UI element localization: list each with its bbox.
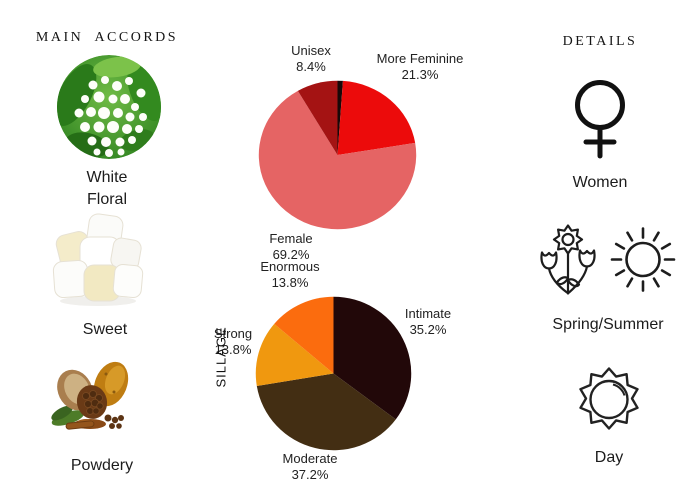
sillage-pie-chart: [255, 296, 412, 451]
pie-slice-female: [258, 90, 417, 230]
details-header: DETAILS: [562, 34, 638, 49]
pie-label-name: Strong: [213, 326, 253, 341]
pie-label-pct: 13.8%: [271, 275, 309, 291]
sun-ray: [614, 242, 626, 250]
pie-label-name: Enormous: [260, 259, 320, 274]
female-symbol-icon: [575, 80, 625, 159]
detail-label-day: Day: [594, 449, 624, 466]
pie-slice-moderate: [256, 373, 396, 451]
pie-label-female: Female 69.2%: [246, 231, 336, 264]
gender-pie-chart: [258, 80, 417, 230]
pie-slice-more-feminine: [337, 80, 416, 155]
pie-label-pct: 8.4%: [296, 59, 326, 75]
main-accords-header: MAIN ACCORDS: [35, 30, 179, 45]
sun-ray: [652, 277, 660, 288]
pie-label-name: Intimate: [404, 306, 452, 321]
powdery-cocoa-image: [51, 361, 129, 430]
pie-slice-intimate: [333, 296, 412, 420]
white-floral-image: [57, 55, 161, 159]
pie-label-enormous: Enormous 13.8%: [240, 259, 340, 292]
pie-label-name: Female: [269, 231, 313, 246]
bell-flowers: [74, 76, 147, 157]
pie-label-pct: 35.2%: [409, 322, 447, 338]
spring-flowers-icon: [540, 224, 596, 295]
accord-label-white-floral: White Floral: [86, 169, 128, 208]
day-sun-icon: [579, 367, 639, 430]
sun-ray: [660, 269, 672, 277]
detail-label-spring-summer: Spring/Summer: [552, 316, 664, 333]
pie-label-moderate: Moderate 37.2%: [260, 451, 360, 484]
summer-sun-icon: [610, 227, 676, 292]
sun-ray: [626, 277, 634, 288]
pie-label-strong: Strong 13.8%: [193, 326, 273, 359]
pie-label-pct: 21.3%: [401, 67, 439, 83]
pie-label-more-feminine: More Feminine 21.3%: [355, 51, 485, 84]
pie-slice-unisex: [297, 80, 338, 155]
sillage-axis-title: SILLAGE: [213, 326, 229, 388]
pie-label-pct: 37.2%: [291, 467, 329, 483]
pie-label-unisex: Unisex 8.4%: [266, 43, 356, 76]
sun-ray: [614, 269, 626, 277]
detail-label-women: Women: [572, 174, 628, 191]
sweet-marshmallows-image: [52, 213, 144, 306]
pie-label-pct: 69.2%: [272, 247, 310, 263]
pie-slice-unlabeled: [337, 80, 343, 155]
accord-label-sweet: Sweet: [82, 321, 128, 338]
pie-label-name: Moderate: [282, 451, 338, 466]
pie-label-pct: 13.8%: [214, 342, 252, 358]
pie-label-name: More Feminine: [376, 51, 464, 66]
pie-label-intimate: Intimate 35.2%: [383, 306, 473, 339]
sun-ray: [660, 242, 672, 250]
sun-ray: [652, 231, 660, 242]
sun-ray: [626, 231, 634, 242]
accord-label-powdery: Powdery: [70, 457, 134, 474]
pie-slice-strong: [255, 323, 334, 386]
pie-slice-enormous: [274, 296, 334, 374]
flowers-and-sun-icon: [540, 224, 676, 295]
pie-label-name: Unisex: [291, 43, 331, 58]
